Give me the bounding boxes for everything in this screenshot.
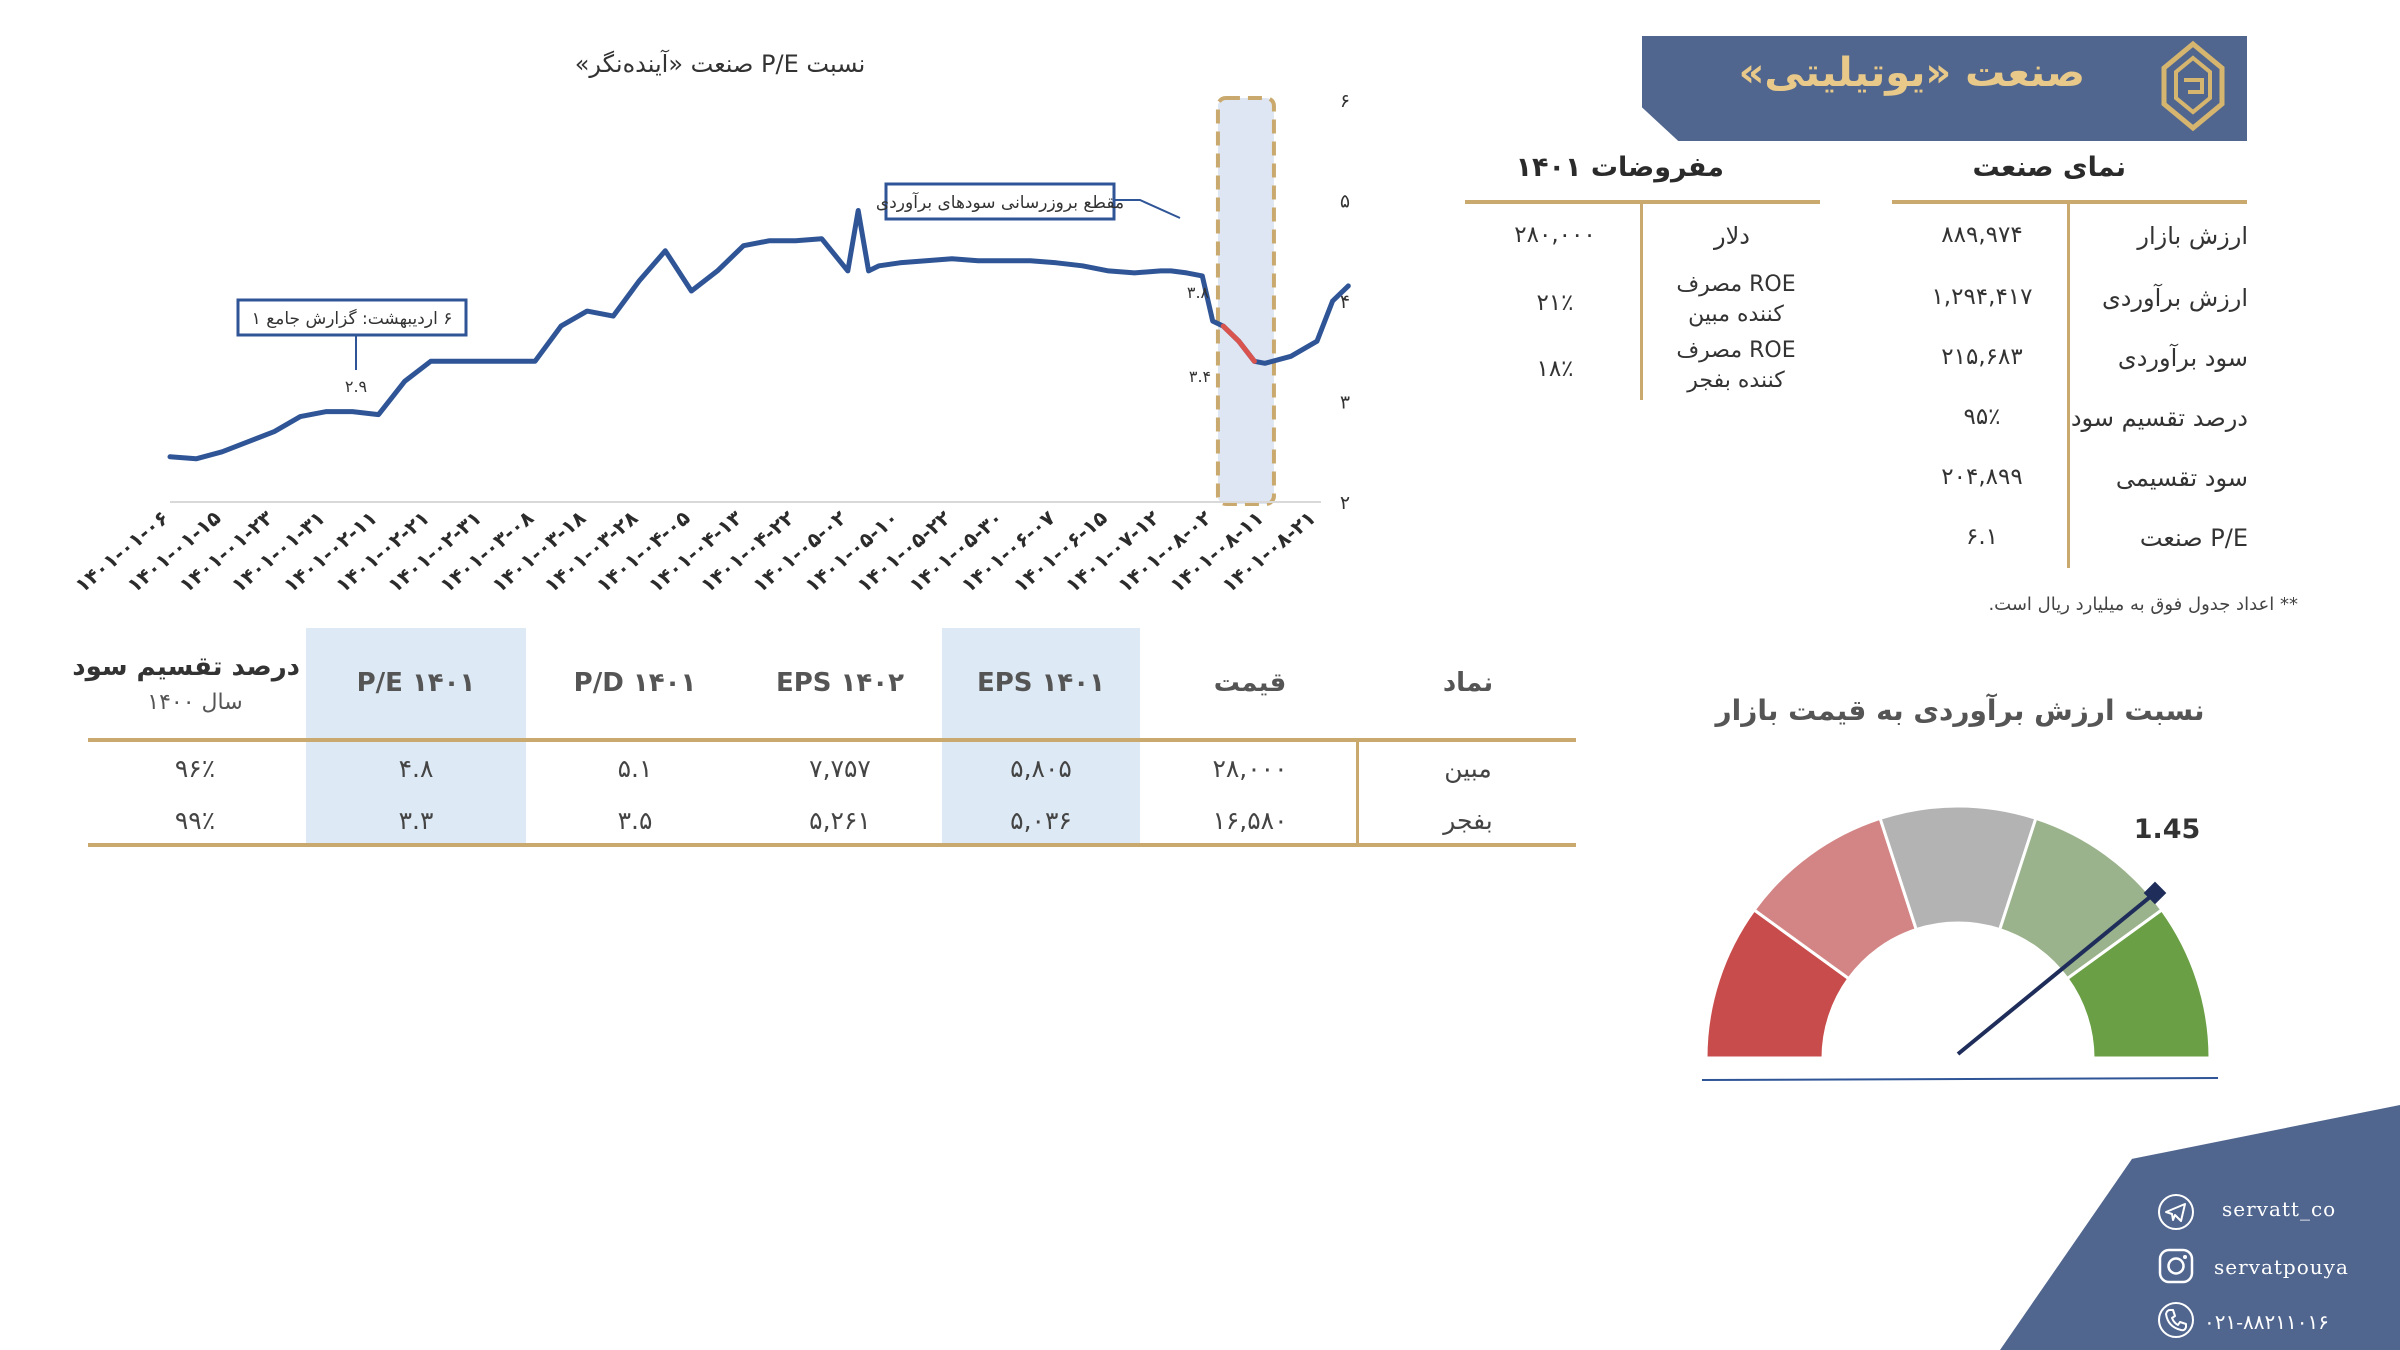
header-banner <box>1642 36 2247 141</box>
cell-price: ۱۶,۵۸۰ <box>1212 806 1288 835</box>
annotation-value: ۳.۴ <box>1189 367 1211 386</box>
cell-payout: ۹۹٪ <box>174 806 216 835</box>
divider <box>1465 200 1820 204</box>
telegram-handle[interactable]: servatt_co <box>2222 1197 2337 1221</box>
highlight-column <box>942 628 1140 846</box>
company-logo <box>2161 40 2225 132</box>
update-period-highlight <box>1215 96 1276 506</box>
annotation-value: ۲.۹ <box>345 377 367 396</box>
valuation-gauge: 1.45 <box>1701 804 2219 1081</box>
phone-number[interactable]: ۰۲۱-۸۸۲۱۱۰۱۶ <box>2204 1310 2329 1334</box>
cell-pe: ۴.۸ <box>398 754 434 783</box>
cell-symbol: مبین <box>1444 754 1492 783</box>
cell-eps-1402: ۵,۲۶۱ <box>809 806 871 835</box>
gauge-baseline <box>1701 1077 2219 1081</box>
annotation-box <box>236 298 468 337</box>
gauge-segment <box>1752 816 1919 981</box>
assumptions-title: مفروضات ۱۴۰۱ <box>1515 152 1724 183</box>
instagram-icon[interactable] <box>2156 1246 2196 1286</box>
divider <box>1640 203 1643 400</box>
gauge-segment <box>1704 907 1851 1060</box>
footer-contact-panel <box>2000 1105 2400 1350</box>
overview-value: ۲۰۴,۸۹۹ <box>1941 464 2023 490</box>
header-pe-1401: P/E ۱۴۰۱ <box>356 668 476 698</box>
overview-value: ۹۵٪ <box>1963 404 2001 430</box>
cell-eps-1401: ۵,۸۰۵ <box>1010 754 1072 783</box>
cell-pd: ۵.۱ <box>617 754 653 783</box>
assumption-label: ROE مصرف کننده مبین <box>1676 272 1796 327</box>
overview-label: سود برآوردی <box>2117 344 2248 372</box>
header-price: قیمت <box>1213 668 1287 698</box>
gauge-title: نسبت ارزش برآوردی به قیمت بازار <box>1715 694 2205 727</box>
annotation-box <box>884 182 1116 221</box>
y-tick-label: ۵ <box>1340 191 1350 213</box>
cell-pd: ۳.۵ <box>617 806 653 835</box>
cell-eps-1402: ۷,۷۵۷ <box>809 754 871 783</box>
cell-eps-1401: ۵,۰۳۶ <box>1010 806 1072 835</box>
gauge-segment <box>1878 804 2038 932</box>
overview-label: سود تقسیمی <box>2115 464 2248 492</box>
annotation-value: ۳.۸ <box>1187 283 1210 302</box>
annotation-report: ۶ اردیبهشت: گزارش جامع ۱ <box>252 308 453 329</box>
assumption-label: ROE مصرف کننده بفجر <box>1676 338 1796 393</box>
assumption-label: دلار <box>1714 222 1750 250</box>
overview-label: ارزش بازار <box>2137 222 2248 250</box>
assumption-value: ۲۸۰,۰۰۰ <box>1514 222 1596 248</box>
header-eps-1401: EPS ۱۴۰۱ <box>976 668 1106 698</box>
instagram-handle[interactable]: servatpouya <box>2214 1255 2349 1279</box>
pe-series-line <box>167 208 1351 462</box>
overview-value: ۲۱۵,۶۸۳ <box>1941 344 2023 370</box>
y-tick-label: ۶ <box>1340 90 1350 112</box>
header-pd-1401: P/D ۱۴۰۱ <box>573 668 697 698</box>
header-eps-1402: EPS ۱۴۰۲ <box>775 668 905 698</box>
annotation-update: مقطع بروزرسانی سودهای برآوردی <box>876 191 1124 213</box>
header-payout: درصد تقسیم سود <box>72 652 300 682</box>
pe-line-chart: ۲۳۴۵۶۱۴۰۱-۰۱-۰۶۱۴۰۱-۰۱-۱۵۱۴۰۱-۰۱-۲۳۱۴۰۱-… <box>70 90 1351 597</box>
y-tick-label: ۳ <box>1340 392 1350 414</box>
divider <box>88 843 1576 847</box>
cell-pe: ۳.۳ <box>398 806 434 835</box>
overview-label: P/E صنعت <box>2139 524 2248 552</box>
cell-price: ۲۸,۰۰۰ <box>1212 754 1288 783</box>
industry-overview-title: نمای صنعت <box>1972 152 2126 183</box>
cell-symbol: بفجر <box>1443 806 1493 835</box>
overview-label: درصد تقسیم سود <box>2070 404 2248 432</box>
pe-drop-segment <box>1220 323 1257 364</box>
gauge-segment <box>2065 907 2212 1060</box>
overview-value: ۶.۱ <box>1965 524 1999 550</box>
overview-value: ۱,۲۹۴,۴۱۷ <box>1931 284 2033 310</box>
telegram-icon[interactable] <box>2156 1192 2196 1232</box>
overview-label: ارزش برآوردی <box>2101 284 2248 312</box>
chart-title: نسبت P/E صنعت «آینده‌نگر» <box>574 50 866 78</box>
gauge-needle <box>1956 891 2157 1056</box>
header-symbol: نماد <box>1442 668 1494 698</box>
phone-icon[interactable] <box>2156 1300 2196 1340</box>
footnote: ** اعداد جدول فوق به میلیارد ریال است. <box>1988 594 2298 615</box>
overview-value: ۸۸۹,۹۷۴ <box>1941 222 2023 248</box>
divider <box>2067 203 2070 568</box>
cell-payout: ۹۶٪ <box>174 754 216 783</box>
page-title: صنعت «یوتیلیتی» <box>1738 50 2085 96</box>
divider <box>1356 741 1359 843</box>
y-tick-label: ۲ <box>1340 492 1350 514</box>
divider <box>88 738 1576 742</box>
assumption-value: ۱۸٪ <box>1536 356 1574 382</box>
header-payout-year: سال ۱۴۰۰ <box>147 690 243 715</box>
highlight-column <box>306 628 526 846</box>
gauge-value-label: 1.45 <box>2134 814 2201 845</box>
annotation-leader <box>1114 199 1181 219</box>
y-tick-label: ۴ <box>1340 291 1350 313</box>
divider <box>1892 200 2247 204</box>
assumption-value: ۲۱٪ <box>1536 290 1574 316</box>
